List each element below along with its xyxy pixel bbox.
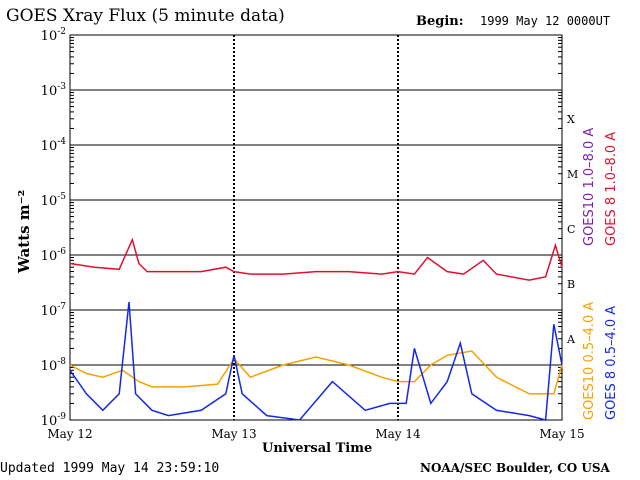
x-tick-label: May 13 — [211, 427, 256, 441]
y-tick-label: 10-3 — [41, 82, 67, 99]
credit-line: NOAA/SEC Boulder, CO USA — [420, 461, 610, 475]
series-line-3 — [69, 301, 563, 421]
y-tick-label: 10-8 — [41, 357, 67, 374]
plot-frame — [69, 34, 563, 421]
chart-title: GOES Xray Flux (5 minute data) — [6, 6, 285, 26]
y-tick-label: 10-9 — [41, 412, 67, 429]
series-line-2 — [69, 350, 563, 395]
flare-class-label: B — [567, 278, 575, 291]
series-line-1 — [69, 237, 563, 281]
x-tick-label: May 12 — [47, 427, 92, 441]
flare-class-label: X — [567, 113, 575, 126]
flare-class-label: M — [567, 168, 578, 181]
x-axis-label: Universal Time — [262, 441, 373, 456]
y-tick-label: 10-5 — [41, 192, 67, 209]
x-tick-label: May 15 — [539, 427, 584, 441]
begin-label: Begin: — [416, 14, 464, 29]
flare-class-label: A — [566, 333, 576, 346]
x-tick-label: May 14 — [375, 427, 421, 441]
y-tick-label: 10-7 — [41, 302, 67, 319]
y-tick-label: 10-4 — [41, 137, 67, 154]
y-tick-label: 10-6 — [41, 247, 67, 264]
updated-timestamp: Updated 1999 May 14 23:59:10 — [0, 461, 220, 476]
y-tick-label: 10-2 — [41, 27, 66, 44]
flare-class-label: C — [567, 223, 575, 236]
begin-value: 1999 May 12 0000UT — [480, 14, 611, 28]
